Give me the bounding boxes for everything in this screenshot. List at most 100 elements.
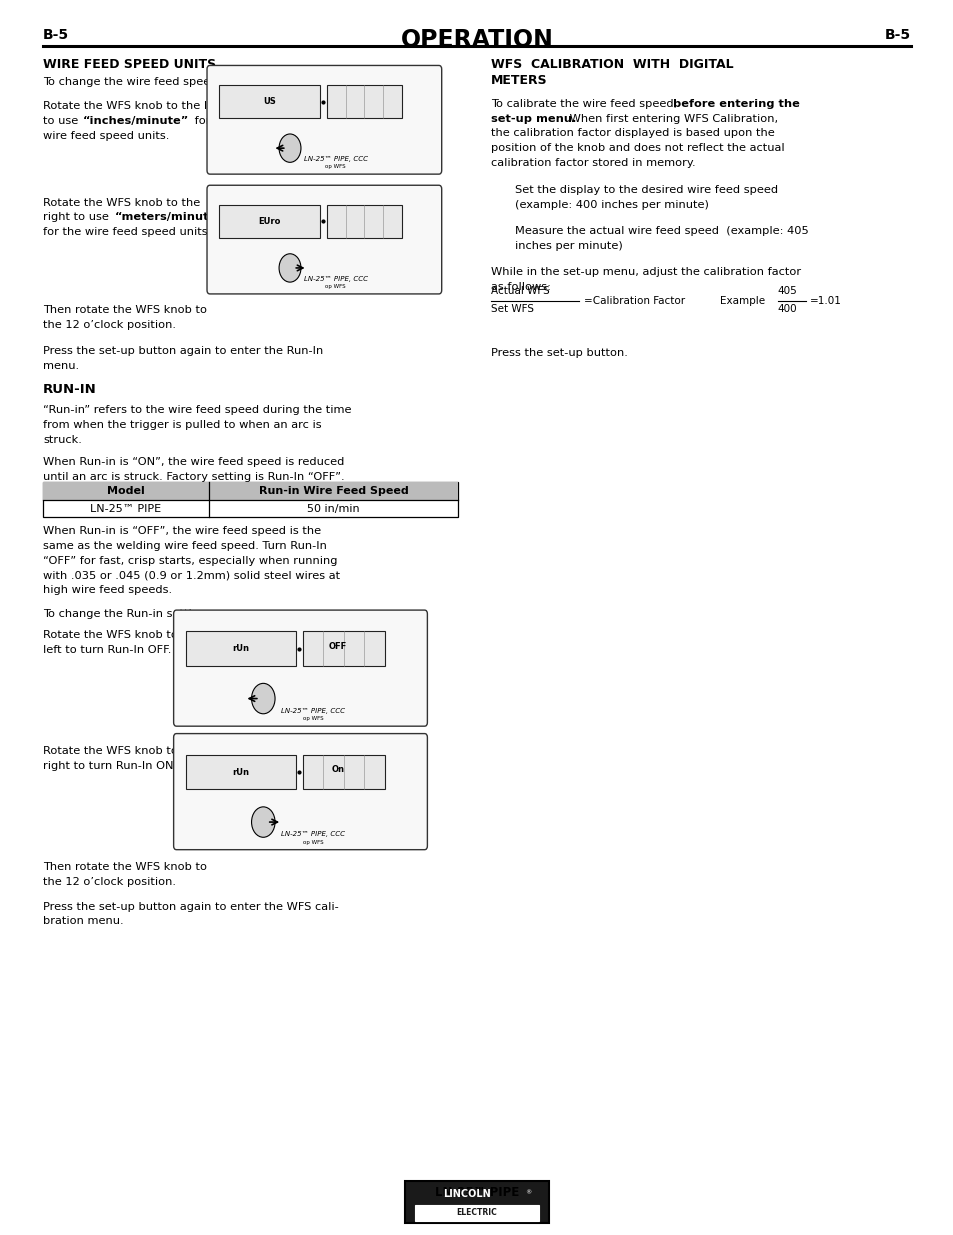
- Text: the calibration factor displayed is based upon the: the calibration factor displayed is base…: [491, 128, 774, 138]
- Text: Press the set-up button.: Press the set-up button.: [491, 348, 627, 358]
- Text: same as the welding wire feed speed. Turn Run-In: same as the welding wire feed speed. Tur…: [43, 541, 327, 551]
- Text: op WFS: op WFS: [302, 840, 323, 845]
- Text: “meters/minute”: “meters/minute”: [114, 212, 224, 222]
- Text: Rotate the WFS knob to the: Rotate the WFS knob to the: [43, 198, 200, 207]
- Text: RUN-IN: RUN-IN: [43, 383, 96, 396]
- Bar: [186, 755, 295, 789]
- Bar: [43, 482, 457, 517]
- Bar: [415, 1205, 537, 1221]
- Text: To change the Run-in setting:: To change the Run-in setting:: [43, 609, 210, 619]
- Text: “OFF” for fast, crisp starts, especially when running: “OFF” for fast, crisp starts, especially…: [43, 556, 337, 566]
- Text: ®: ®: [525, 1189, 531, 1195]
- Bar: [303, 631, 384, 666]
- Text: WFS  CALIBRATION  WITH  DIGITAL: WFS CALIBRATION WITH DIGITAL: [491, 58, 733, 72]
- Circle shape: [252, 683, 274, 714]
- Text: before entering the: before entering the: [672, 99, 799, 109]
- Bar: [326, 85, 402, 117]
- Text: wire feed speed units.: wire feed speed units.: [43, 131, 169, 141]
- Text: the 12 o’clock position.: the 12 o’clock position.: [43, 877, 175, 887]
- Text: LINCOLN: LINCOLN: [442, 1189, 491, 1199]
- Text: rUn: rUn: [233, 645, 250, 653]
- Text: 400: 400: [777, 304, 797, 314]
- Text: calibration factor stored in memory.: calibration factor stored in memory.: [491, 158, 695, 168]
- Text: right to use: right to use: [43, 212, 112, 222]
- Text: Set WFS: Set WFS: [491, 304, 534, 314]
- Bar: [43, 482, 457, 500]
- Text: inches per minute): inches per minute): [515, 241, 622, 251]
- Text: Press the set-up button again to enter the Run-In: Press the set-up button again to enter t…: [43, 346, 323, 356]
- Text: LN-25™ PIPE: LN-25™ PIPE: [435, 1186, 518, 1199]
- Bar: [219, 205, 319, 237]
- Bar: [303, 755, 384, 789]
- Text: B-5: B-5: [43, 28, 69, 42]
- Text: US: US: [263, 98, 275, 106]
- Text: Model: Model: [107, 485, 145, 496]
- Text: When Run-in is “OFF”, the wire feed speed is the: When Run-in is “OFF”, the wire feed spee…: [43, 526, 321, 536]
- Text: Run-in Wire Feed Speed: Run-in Wire Feed Speed: [258, 485, 408, 496]
- FancyBboxPatch shape: [207, 65, 441, 174]
- Text: bration menu.: bration menu.: [43, 916, 124, 926]
- Bar: [219, 85, 319, 117]
- Text: Actual WFS: Actual WFS: [491, 287, 550, 296]
- Text: “Run-in” refers to the wire feed speed during the time: “Run-in” refers to the wire feed speed d…: [43, 405, 351, 415]
- Text: to use: to use: [43, 116, 82, 126]
- FancyBboxPatch shape: [173, 610, 427, 726]
- Bar: [186, 631, 295, 666]
- Text: for the: for the: [191, 116, 233, 126]
- Text: When first entering WFS Calibration,: When first entering WFS Calibration,: [565, 114, 777, 124]
- Text: When Run-in is “ON”, the wire feed speed is reduced: When Run-in is “ON”, the wire feed speed…: [43, 457, 344, 467]
- Text: LN-25™ PIPE, CCC: LN-25™ PIPE, CCC: [280, 708, 345, 714]
- Text: Set the display to the desired wire feed speed: Set the display to the desired wire feed…: [515, 185, 778, 195]
- Text: op WFS: op WFS: [325, 164, 346, 169]
- Text: EUro: EUro: [258, 217, 280, 226]
- Text: left to turn Run-In OFF.: left to turn Run-In OFF.: [43, 645, 172, 655]
- Text: Rotate the WFS knob to the: Rotate the WFS knob to the: [43, 630, 200, 640]
- Text: LN-25™ PIPE, CCC: LN-25™ PIPE, CCC: [280, 831, 345, 837]
- Text: as follows:: as follows:: [491, 282, 551, 291]
- Text: To change the wire feed speed units:: To change the wire feed speed units:: [43, 77, 253, 86]
- Text: LN-25™ PIPE: LN-25™ PIPE: [91, 504, 161, 514]
- Text: (example: 400 inches per minute): (example: 400 inches per minute): [515, 200, 708, 210]
- FancyBboxPatch shape: [207, 185, 441, 294]
- Text: ELECTRIC: ELECTRIC: [456, 1208, 497, 1216]
- Text: high wire feed speeds.: high wire feed speeds.: [43, 585, 172, 595]
- Text: op WFS: op WFS: [325, 284, 346, 289]
- Text: for the wire feed speed units.: for the wire feed speed units.: [43, 227, 211, 237]
- Text: right to turn Run-In ON.: right to turn Run-In ON.: [43, 761, 177, 771]
- Text: On: On: [331, 766, 344, 774]
- Text: =1.01: =1.01: [809, 296, 841, 306]
- Text: Rotate the WFS knob to the: Rotate the WFS knob to the: [43, 746, 200, 756]
- Circle shape: [252, 806, 274, 837]
- Text: Measure the actual wire feed speed  (example: 405: Measure the actual wire feed speed (exam…: [515, 226, 808, 236]
- Bar: [326, 205, 402, 237]
- Text: Press the set-up button again to enter the WFS cali-: Press the set-up button again to enter t…: [43, 902, 338, 911]
- Text: set-up menu.: set-up menu.: [491, 114, 576, 124]
- Bar: [405, 1181, 548, 1223]
- Text: OPERATION: OPERATION: [400, 28, 553, 52]
- Text: WIRE FEED SPEED UNITS: WIRE FEED SPEED UNITS: [43, 58, 215, 72]
- Text: Then rotate the WFS knob to: Then rotate the WFS knob to: [43, 862, 207, 872]
- Text: Example: Example: [720, 296, 764, 306]
- Text: While in the set-up menu, adjust the calibration factor: While in the set-up menu, adjust the cal…: [491, 267, 801, 277]
- FancyBboxPatch shape: [173, 734, 427, 850]
- Text: Rotate the WFS knob to the left: Rotate the WFS knob to the left: [43, 101, 222, 111]
- Text: the 12 o’clock position.: the 12 o’clock position.: [43, 320, 175, 330]
- Text: menu.: menu.: [43, 361, 79, 370]
- Text: LN-25™ PIPE, CCC: LN-25™ PIPE, CCC: [303, 277, 368, 282]
- Text: until an arc is struck. Factory setting is Run-In “OFF”.: until an arc is struck. Factory setting …: [43, 472, 344, 482]
- Text: rUn: rUn: [233, 768, 250, 777]
- Text: with .035 or .045 (0.9 or 1.2mm) solid steel wires at: with .035 or .045 (0.9 or 1.2mm) solid s…: [43, 571, 339, 580]
- Text: Then rotate the WFS knob to: Then rotate the WFS knob to: [43, 305, 207, 315]
- Text: METERS: METERS: [491, 74, 547, 88]
- Text: 50 in/min: 50 in/min: [307, 504, 359, 514]
- Circle shape: [279, 133, 300, 162]
- Text: op WFS: op WFS: [302, 716, 323, 721]
- Text: position of the knob and does not reflect the actual: position of the knob and does not reflec…: [491, 143, 784, 153]
- Text: =Calibration Factor: =Calibration Factor: [583, 296, 684, 306]
- Text: from when the trigger is pulled to when an arc is: from when the trigger is pulled to when …: [43, 420, 321, 430]
- Text: LN-25™ PIPE, CCC: LN-25™ PIPE, CCC: [303, 157, 368, 162]
- Circle shape: [279, 253, 300, 282]
- Text: B-5: B-5: [884, 28, 910, 42]
- Text: “inches/minute”: “inches/minute”: [83, 116, 189, 126]
- Text: To calibrate the wire feed speed,: To calibrate the wire feed speed,: [491, 99, 680, 109]
